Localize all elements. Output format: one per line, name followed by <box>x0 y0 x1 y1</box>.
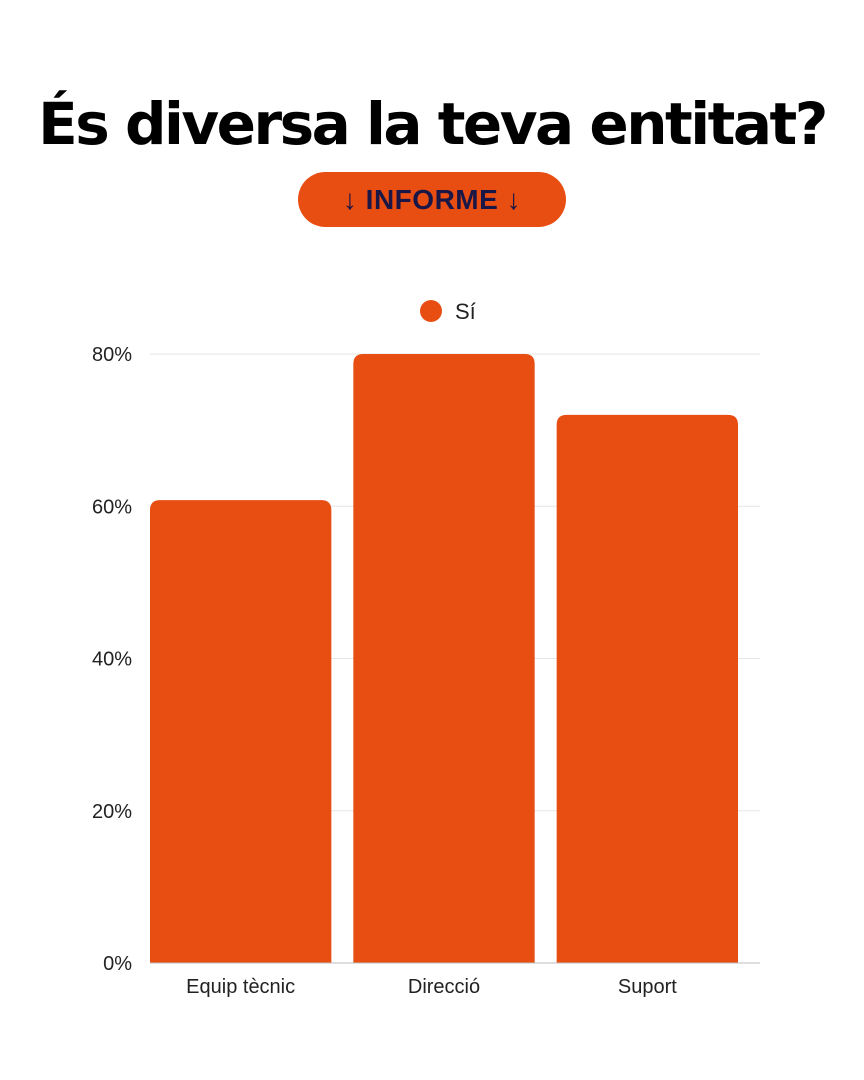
legend-label: Sí <box>455 299 476 324</box>
bar-2[interactable] <box>353 354 535 963</box>
x-tick-label: Direcció <box>408 976 480 998</box>
informe-button[interactable]: ↓ INFORME ↓ <box>298 172 566 227</box>
bar-3[interactable] <box>556 414 738 963</box>
bar-1[interactable] <box>150 500 332 963</box>
y-tick-label: 40% <box>92 649 132 671</box>
y-tick-label: 20% <box>92 801 132 823</box>
y-tick-label: 0% <box>103 953 132 975</box>
y-tick-label: 80% <box>92 344 132 366</box>
legend-marker <box>420 300 442 322</box>
page-title: És diversa la teva entitat? <box>38 90 828 158</box>
y-tick-label: 60% <box>92 496 132 518</box>
x-tick-label: Suport <box>618 976 677 998</box>
x-tick-label: Equip tècnic <box>186 976 295 998</box>
